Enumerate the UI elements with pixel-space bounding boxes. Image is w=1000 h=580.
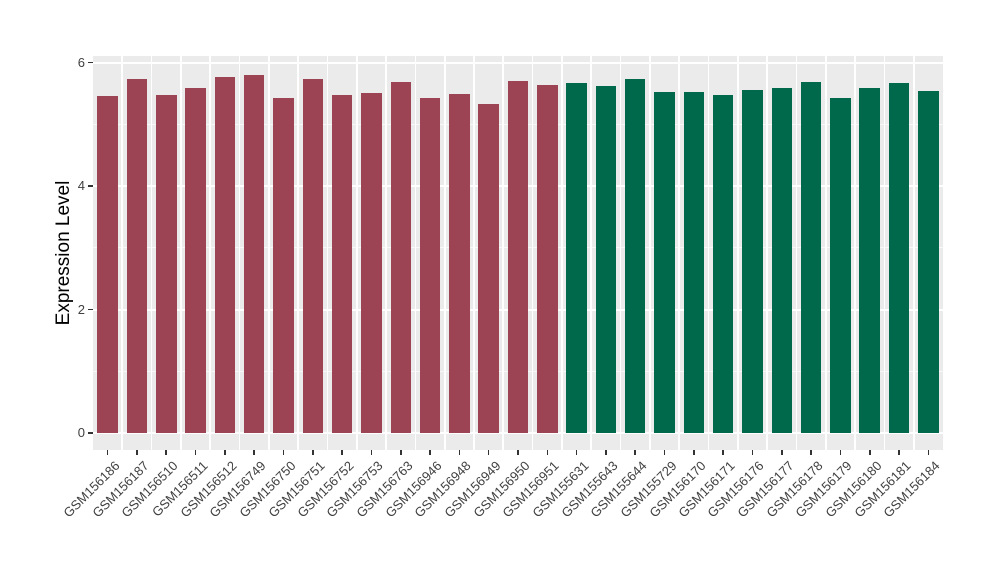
y-tick-mark-4 — [88, 185, 93, 187]
x-tick-mark — [487, 450, 490, 455]
x-tick-mark — [839, 450, 842, 455]
gridline-vertical — [268, 56, 270, 450]
gridline-vertical — [531, 56, 534, 450]
x-tick-mark — [136, 450, 138, 455]
bar-GSM156178 — [800, 82, 822, 433]
gridline-vertical — [473, 56, 475, 450]
bar-GSM155631 — [566, 83, 587, 433]
plot-panel — [93, 56, 943, 450]
x-tick-mark — [927, 450, 930, 455]
gridline-major-y0 — [93, 432, 943, 434]
x-tick-mark — [312, 450, 314, 455]
x-tick-mark — [517, 450, 519, 455]
bar-GSM156949 — [478, 104, 499, 433]
x-tick-mark — [224, 450, 226, 455]
x-tick-mark — [429, 450, 431, 455]
x-tick-mark — [253, 450, 255, 455]
bar-GSM156176 — [742, 90, 763, 433]
gridline-vertical — [912, 56, 915, 450]
gridline-vertical — [561, 56, 563, 450]
y-tick-label-2: 2 — [77, 301, 85, 317]
bar-GSM156510 — [156, 94, 177, 433]
x-tick-mark — [341, 450, 343, 455]
y-tick-mark-6 — [88, 61, 93, 64]
bar-GSM156948 — [449, 93, 470, 433]
gridline-vertical — [414, 56, 417, 450]
bar-GSM155644 — [624, 79, 646, 433]
gridline-vertical — [678, 56, 681, 450]
bar-GSM156181 — [888, 83, 910, 433]
bar-GSM156180 — [859, 88, 880, 433]
y-tick-mark-2 — [88, 308, 93, 311]
gridline-vertical — [443, 56, 446, 450]
x-tick-mark — [546, 450, 549, 455]
x-tick-mark — [722, 450, 724, 455]
x-tick-mark — [370, 450, 373, 455]
gridline-vertical — [795, 56, 798, 450]
x-tick-mark — [693, 450, 695, 455]
x-tick-mark — [165, 450, 168, 455]
x-tick-mark — [399, 450, 402, 455]
gridline-vertical — [238, 56, 241, 450]
x-tick-mark — [575, 450, 578, 455]
x-tick-mark — [810, 450, 812, 455]
bar-GSM156752 — [331, 95, 353, 433]
gridline-vertical — [883, 56, 886, 450]
gridline-vertical — [590, 56, 593, 450]
gridline-vertical — [180, 56, 182, 450]
bar-GSM156951 — [537, 85, 558, 433]
bar-GSM156179 — [830, 98, 851, 433]
y-tick-mark-0 — [88, 432, 93, 434]
bar-GSM156511 — [185, 87, 206, 433]
y-tick-label-6: 6 — [77, 54, 85, 70]
bar-GSM156750 — [273, 97, 294, 433]
gridline-vertical — [619, 56, 622, 450]
gridline-vertical — [502, 56, 505, 450]
gridline-vertical — [824, 56, 827, 450]
bar-GSM156187 — [126, 79, 148, 433]
bar-GSM156171 — [712, 94, 734, 433]
bar-GSM155729 — [654, 91, 675, 433]
x-tick-mark — [751, 450, 754, 455]
bar-GSM156170 — [683, 92, 705, 433]
x-tick-mark — [663, 450, 666, 455]
gridline-vertical — [326, 56, 329, 450]
bar-GSM156749 — [243, 74, 265, 433]
bar-GSM156186 — [97, 95, 118, 433]
gridline-vertical — [766, 56, 768, 450]
x-tick-mark — [282, 450, 285, 455]
bar-GSM155643 — [595, 85, 617, 433]
gridline-vertical — [385, 56, 387, 450]
bar-GSM156184 — [918, 90, 939, 433]
x-tick-mark — [605, 450, 607, 455]
gridline-vertical — [121, 56, 124, 450]
gridline-vertical — [297, 56, 299, 450]
bar-GSM156950 — [507, 81, 529, 433]
bar-GSM156177 — [771, 88, 793, 433]
x-tick-mark — [634, 450, 637, 455]
bar-GSM156753 — [361, 93, 382, 433]
gridline-vertical — [854, 56, 856, 450]
x-tick-mark — [898, 450, 900, 455]
gridline-vertical — [355, 56, 358, 450]
x-tick-mark — [780, 450, 783, 455]
gridline-major-y6 — [93, 61, 943, 64]
gridline-vertical — [649, 56, 651, 450]
gridline-vertical — [707, 56, 710, 450]
bar-GSM156946 — [419, 97, 441, 433]
gridline-vertical — [736, 56, 739, 450]
bar-GSM156512 — [214, 76, 236, 433]
y-tick-label-0: 0 — [77, 425, 85, 440]
x-tick-mark — [106, 450, 109, 455]
x-tick-mark — [458, 450, 461, 455]
y-tick-label-4: 4 — [77, 178, 85, 193]
gridline-vertical — [209, 56, 212, 450]
gridline-vertical — [150, 56, 153, 450]
x-tick-mark — [194, 450, 197, 455]
bar-GSM156751 — [302, 79, 324, 433]
bar-GSM156763 — [390, 81, 411, 433]
x-tick-mark — [868, 450, 871, 455]
